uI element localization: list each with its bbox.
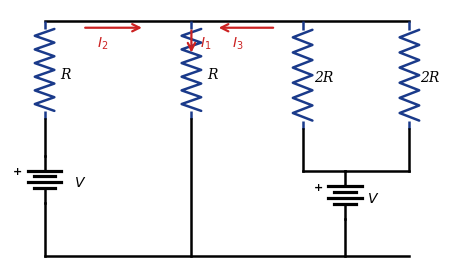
Text: R: R [207, 68, 217, 82]
Text: $V$: $V$ [74, 176, 86, 190]
Text: $I_2$: $I_2$ [97, 36, 108, 52]
Text: $I_3$: $I_3$ [232, 36, 244, 52]
Text: $V$: $V$ [367, 192, 380, 206]
Text: 2R: 2R [314, 71, 333, 85]
Text: $I_1$: $I_1$ [200, 36, 212, 52]
Text: 2R: 2R [420, 71, 440, 85]
Text: +: + [314, 183, 323, 193]
Text: R: R [60, 68, 71, 82]
Text: +: + [13, 167, 23, 177]
